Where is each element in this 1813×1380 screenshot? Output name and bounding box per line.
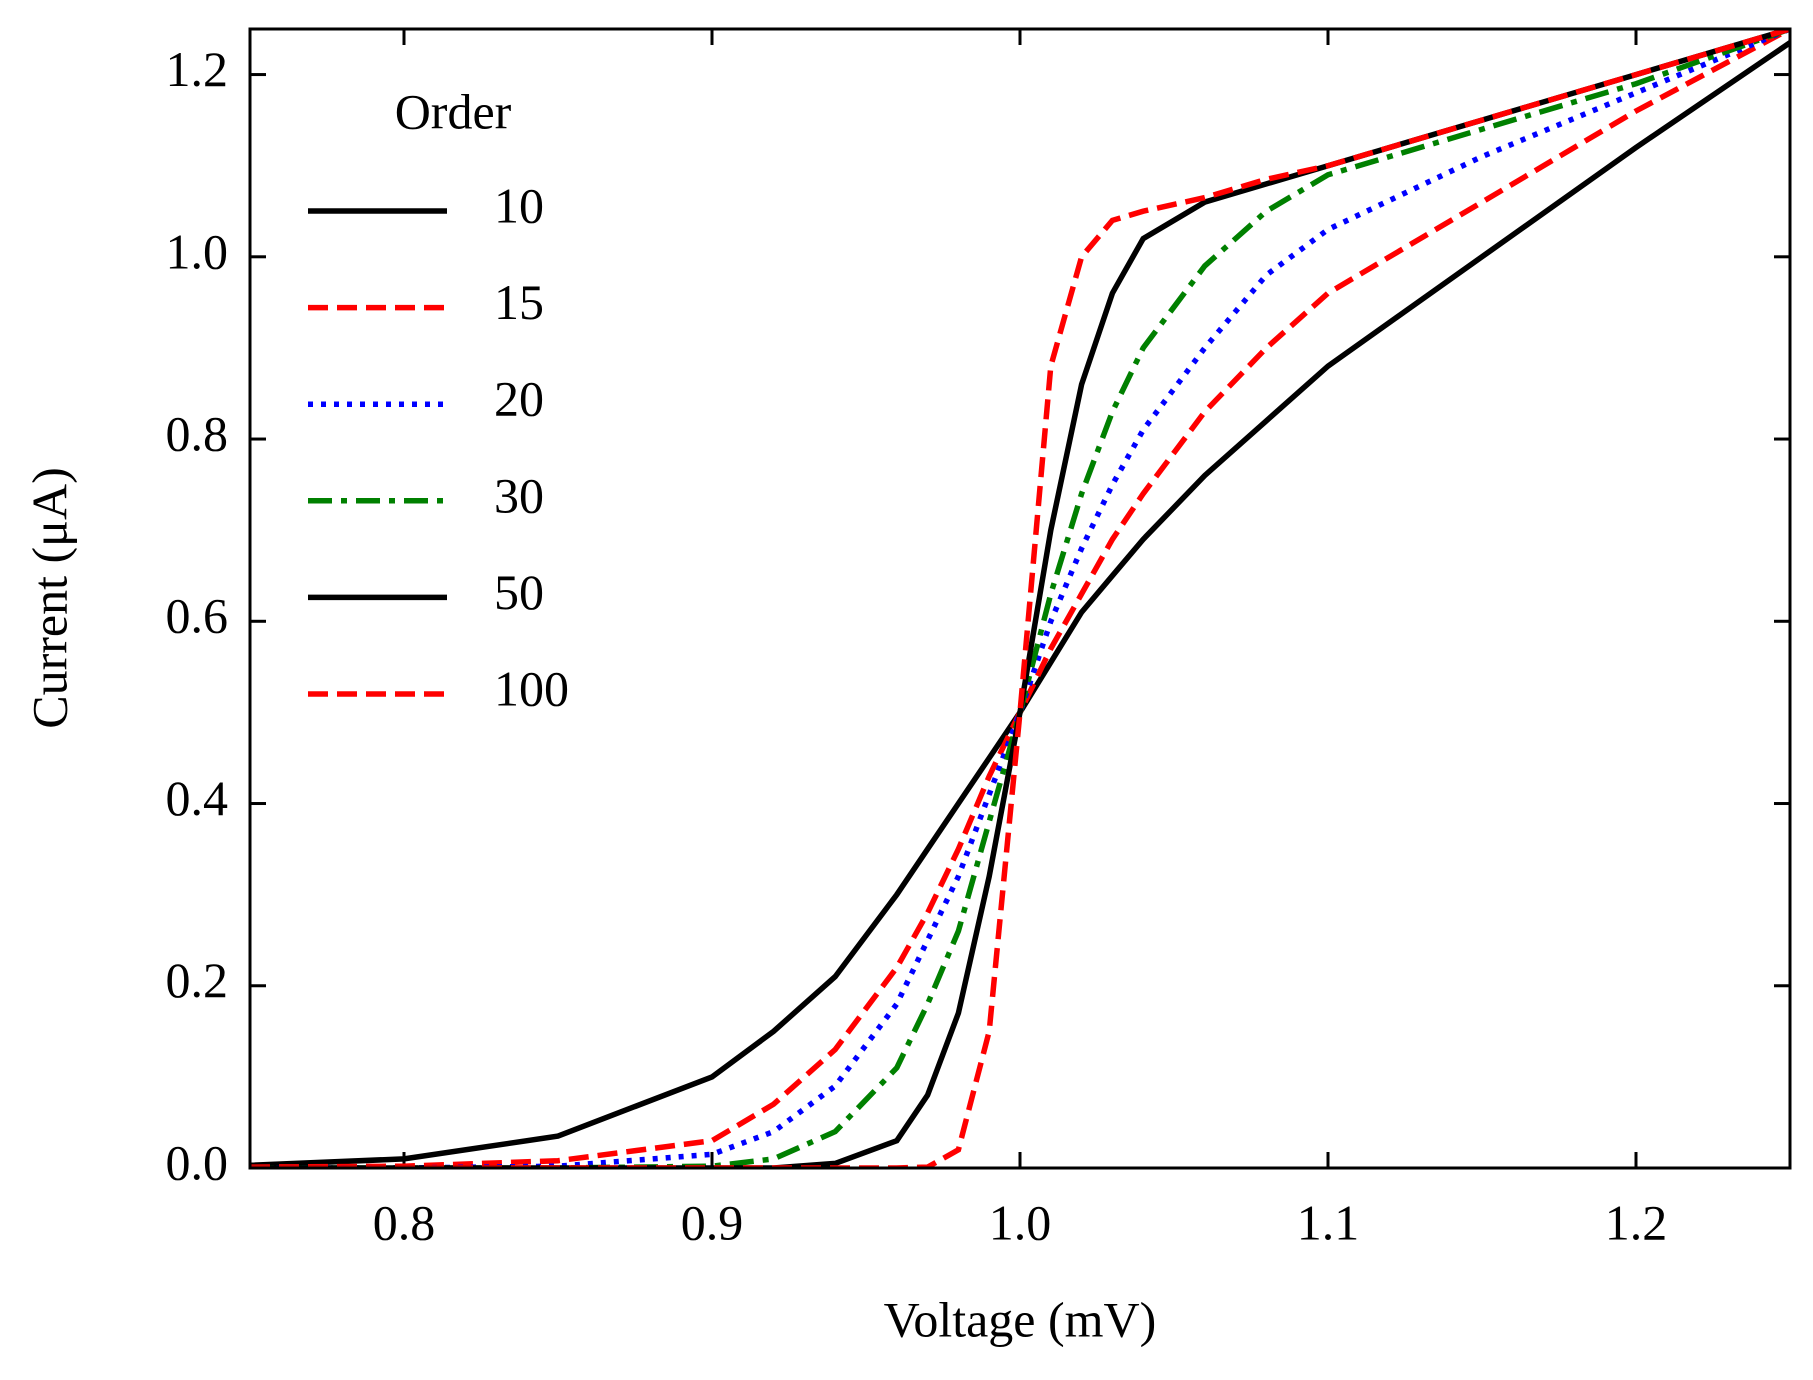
legend-label: 15 — [494, 274, 544, 330]
legend-label: 20 — [494, 371, 544, 427]
x-tick-label: 1.1 — [1297, 1194, 1360, 1250]
legend-label: 30 — [494, 467, 544, 523]
y-tick-label: 0.2 — [166, 952, 229, 1008]
y-tick-label: 0.4 — [166, 770, 229, 826]
y-tick-label: 1.2 — [166, 41, 229, 97]
x-tick-label: 1.2 — [1605, 1194, 1668, 1250]
y-tick-label: 0.6 — [166, 588, 229, 644]
line-series — [250, 40, 1790, 1168]
line-series — [250, 29, 1790, 1168]
y-tick-label: 0.8 — [166, 406, 229, 462]
plot-frame — [248, 27, 1792, 1170]
y-axis-label: Current (μA) — [21, 467, 77, 728]
x-tick-label: 1.0 — [989, 1194, 1052, 1250]
legend-label: 100 — [494, 660, 569, 716]
x-tick-label: 0.9 — [681, 1194, 744, 1250]
y-tick-label: 0.0 — [166, 1134, 229, 1190]
x-tick-label: 0.8 — [373, 1194, 436, 1250]
legend-label: 10 — [494, 177, 544, 233]
y-tick-label: 1.0 — [166, 223, 229, 279]
line-series — [250, 29, 1790, 1168]
legend-title: Order — [395, 83, 512, 139]
legend-label: 50 — [494, 564, 544, 620]
x-axis-label: Voltage (mV) — [884, 1291, 1157, 1347]
